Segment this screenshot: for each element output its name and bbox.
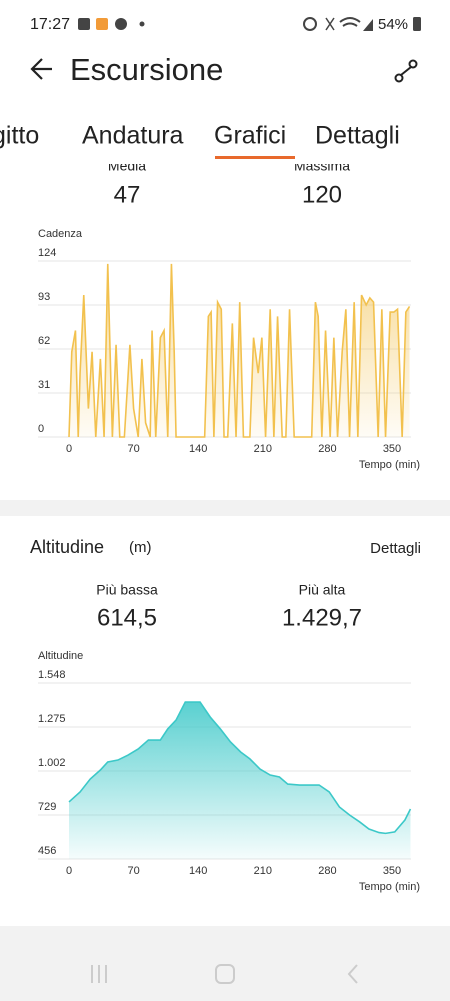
- y-tick-label: 1.002: [38, 757, 66, 769]
- y-tick-label: 456: [38, 845, 56, 857]
- y-tick-label: 1.275: [38, 713, 66, 725]
- wifi-icon: [339, 17, 361, 27]
- y-tick-label: 93: [38, 291, 50, 303]
- x-tick-label: 0: [66, 865, 72, 877]
- tab[interactable]: Grafici: [214, 122, 286, 150]
- line: [68, 263, 411, 438]
- x-tick-label: 0: [66, 443, 72, 455]
- route-dot: [394, 73, 404, 83]
- nav-back[interactable]: [347, 964, 358, 984]
- details-link[interactable]: Dettagli: [370, 540, 421, 557]
- y-tick-label: 62: [38, 335, 50, 347]
- battery-text: 54%: [378, 16, 408, 33]
- x-tick-label: 70: [127, 443, 139, 455]
- page-title: Escursione: [70, 52, 223, 87]
- y-tick-label: 0: [38, 423, 44, 435]
- status-icon: [96, 18, 108, 30]
- line: [68, 701, 412, 835]
- section-title: Altitudine: [30, 537, 104, 557]
- x-tick-label: 280: [318, 443, 336, 455]
- y-tick-label: 124: [38, 247, 56, 259]
- tab[interactable]: gitto: [0, 122, 39, 150]
- stat-value: 1.429,7: [282, 604, 362, 631]
- x-tick-label: 280: [318, 865, 336, 877]
- alarm-icon: [303, 17, 317, 31]
- x-axis-label: Tempo (min): [359, 459, 420, 471]
- stat-label: Più bassa: [96, 582, 158, 598]
- stats-clip: Media Massima 47 120: [108, 158, 350, 208]
- x-tick-label: 140: [189, 865, 207, 877]
- status-icon: [78, 18, 90, 30]
- x-tick-label: 210: [254, 443, 272, 455]
- section-unit: (m): [129, 539, 152, 556]
- route-button[interactable]: [394, 59, 418, 83]
- bt-icon: [325, 17, 335, 31]
- x-tick-label: 140: [189, 443, 207, 455]
- tab[interactable]: Dettagli: [315, 122, 400, 150]
- signal-icon: [363, 19, 373, 31]
- stat-value: 614,5: [97, 604, 157, 631]
- x-tick-label: 210: [254, 865, 272, 877]
- clock: 17:27: [30, 16, 70, 33]
- y-axis-label: Cadenza: [38, 228, 83, 240]
- x-tick-label: 350: [383, 865, 401, 877]
- route-line: [400, 66, 412, 76]
- status-dot: [139, 21, 145, 27]
- stat-label: Più alta: [299, 582, 346, 598]
- tab-indicator: [215, 156, 295, 159]
- battery-icon: [413, 17, 421, 31]
- stat-label: Massima: [294, 158, 350, 174]
- stat-value: 47: [114, 181, 141, 208]
- nav-home[interactable]: [215, 964, 235, 984]
- tab[interactable]: Andatura: [82, 122, 184, 150]
- y-tick-label: 729: [38, 801, 56, 813]
- y-axis-label: Altitudine: [38, 650, 83, 662]
- status-icon: [115, 18, 127, 30]
- y-tick-label: 1.548: [38, 669, 66, 681]
- back-button[interactable]: [30, 58, 52, 80]
- x-axis-label: Tempo (min): [359, 881, 420, 893]
- x-tick-label: 70: [127, 865, 139, 877]
- route-dot: [408, 59, 418, 69]
- nav-recent[interactable]: [91, 965, 107, 983]
- y-tick-label: 31: [38, 379, 50, 391]
- stat-value: 120: [302, 181, 342, 208]
- area: [69, 702, 411, 859]
- stat-label: Media: [108, 158, 146, 174]
- x-tick-label: 350: [383, 443, 401, 455]
